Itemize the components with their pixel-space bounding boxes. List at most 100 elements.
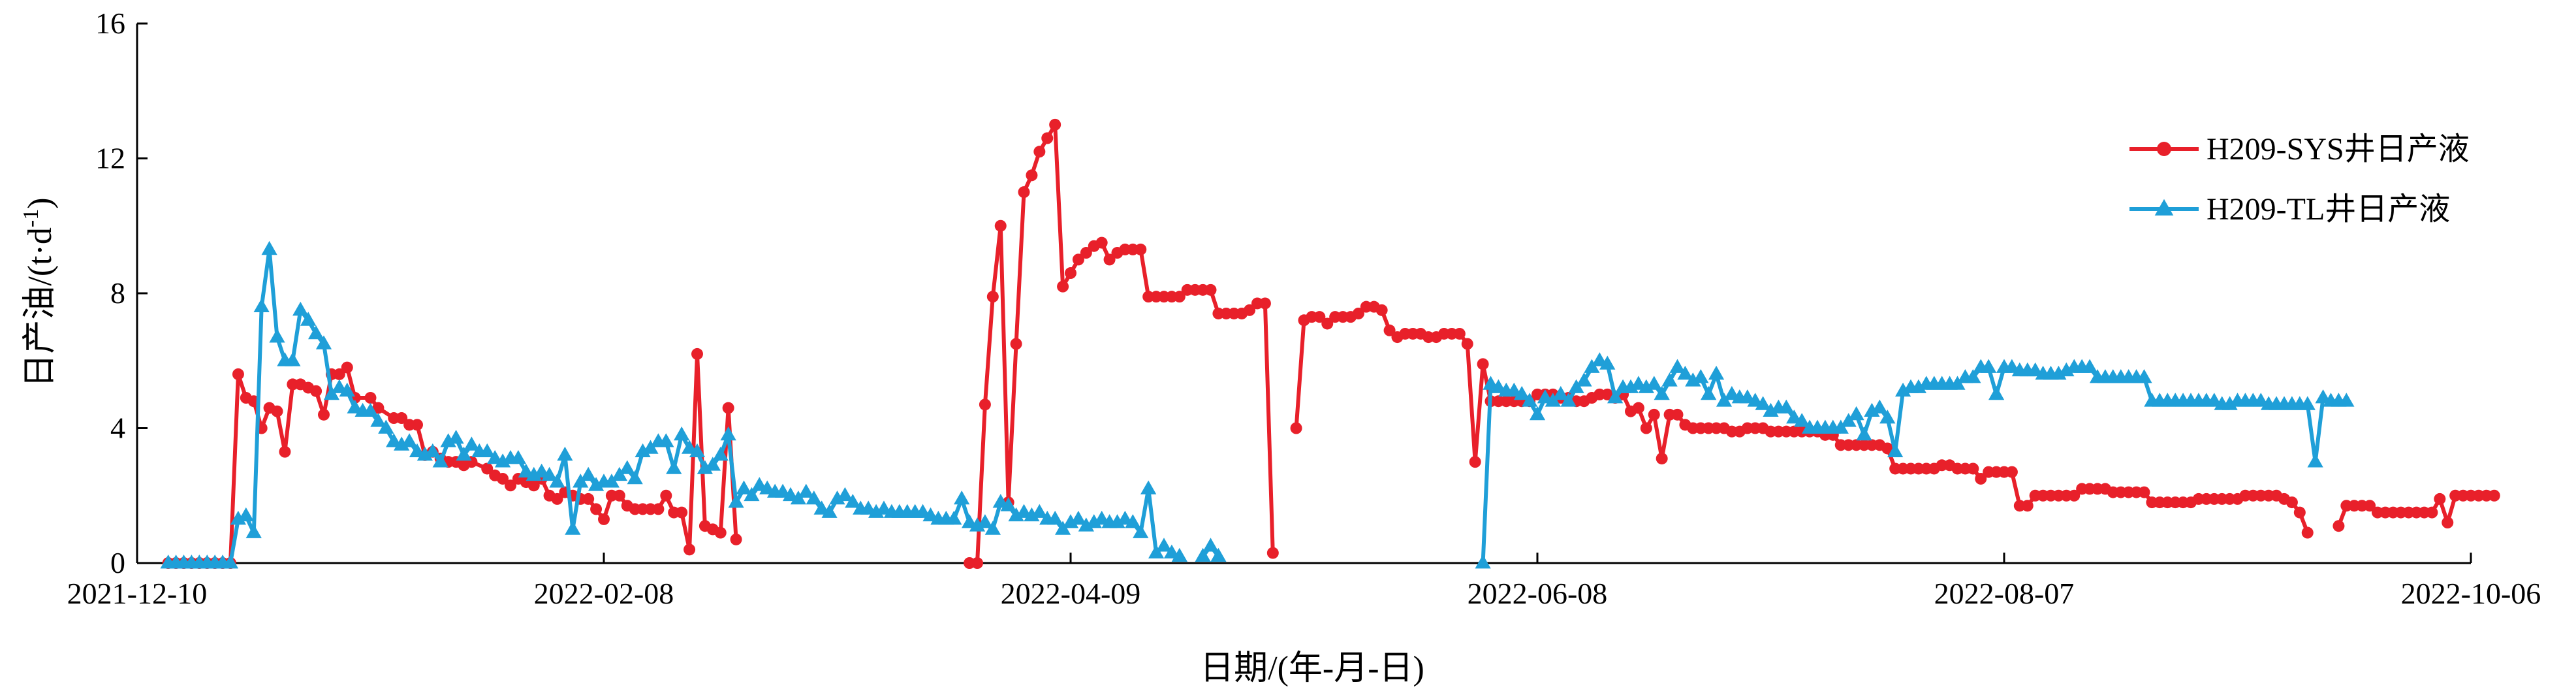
data-point	[364, 392, 377, 404]
x-axis-title: 日期/(年-月-日)	[1200, 650, 1424, 687]
data-point	[736, 480, 752, 494]
data-point	[1202, 538, 1219, 552]
data-point	[1669, 359, 1686, 373]
data-point	[1701, 385, 1717, 400]
data-point	[1173, 291, 1186, 303]
series-sys	[162, 118, 2500, 569]
data-point	[683, 543, 696, 556]
data-point	[1171, 547, 1187, 562]
data-point	[2285, 496, 2298, 509]
data-point	[1103, 253, 1116, 266]
data-point	[1057, 280, 1069, 293]
data-point	[401, 433, 418, 447]
data-point	[1065, 267, 1076, 280]
data-point	[714, 526, 727, 539]
data-point	[479, 443, 495, 457]
data-point	[1383, 324, 1396, 336]
data-point	[222, 555, 239, 569]
data-point	[722, 402, 734, 414]
data-point	[1469, 456, 1481, 468]
data-point	[1755, 396, 1771, 410]
data-point	[1031, 504, 1048, 518]
data-point	[1552, 385, 1569, 400]
data-point	[1033, 146, 1046, 158]
x-tick-label: 2022-04-09	[1001, 577, 1141, 610]
data-point	[1646, 376, 1662, 390]
data-point	[1514, 385, 1530, 400]
data-point	[1632, 402, 1644, 414]
data-point	[1266, 547, 1279, 559]
data-point	[580, 466, 597, 481]
data-point	[372, 402, 385, 414]
data-point	[2136, 369, 2152, 383]
data-point	[1879, 410, 1896, 424]
data-point	[1049, 118, 1061, 131]
data-point	[1070, 510, 1086, 525]
data-point	[285, 352, 301, 366]
data-point	[1461, 338, 1473, 350]
legend-item: H209-TL井日产液	[2129, 192, 2450, 227]
data-point	[2299, 396, 2316, 410]
data-point	[1352, 307, 1364, 319]
data-point	[232, 368, 244, 380]
data-point	[2005, 466, 2018, 478]
data-point	[1671, 408, 1684, 421]
data-point	[971, 557, 983, 569]
data-point	[310, 385, 322, 397]
series-tl	[160, 240, 2355, 569]
data-point	[1000, 497, 1016, 511]
x-tick-label: 2022-10-06	[2401, 577, 2541, 610]
data-point	[245, 524, 262, 538]
data-point	[333, 368, 345, 380]
data-point	[1095, 236, 1108, 249]
data-point	[565, 521, 581, 535]
data-point	[730, 533, 742, 545]
data-point	[821, 504, 838, 518]
y-tick-label: 4	[110, 412, 125, 445]
data-point	[279, 445, 291, 458]
data-point	[954, 491, 970, 505]
data-point	[1661, 372, 1678, 387]
data-point	[1881, 442, 1894, 455]
y-axis-title-superscript: -1	[19, 209, 43, 227]
data-point	[1560, 393, 1577, 407]
data-point	[2082, 359, 2098, 373]
data-point	[318, 408, 330, 421]
data-point	[362, 402, 379, 417]
data-point	[551, 493, 563, 505]
data-point	[1375, 304, 1388, 316]
data-point	[2333, 520, 2345, 532]
data-point	[1041, 132, 1054, 144]
data-point	[271, 405, 283, 417]
data-point	[598, 513, 610, 525]
data-point	[1155, 538, 1172, 552]
data-point	[510, 450, 526, 464]
data-point	[2293, 506, 2306, 519]
data-point	[370, 413, 386, 427]
data-point	[2434, 493, 2446, 505]
data-point	[253, 298, 270, 312]
data-point	[728, 494, 744, 508]
data-point	[1321, 317, 1334, 330]
data-point	[497, 472, 509, 485]
data-point	[378, 419, 394, 434]
data-point	[1080, 247, 1092, 259]
y-axis-title: 日产油/(t·d-1)	[19, 197, 59, 387]
data-point	[658, 433, 674, 447]
data-point	[1475, 555, 1491, 569]
x-tick-label: 2021-12-10	[67, 577, 208, 610]
data-point	[1210, 547, 1227, 562]
data-point	[590, 503, 603, 515]
y-tick-label: 16	[95, 7, 125, 40]
data-point	[2068, 489, 2081, 502]
x-tick-label: 2022-06-08	[1468, 577, 1608, 610]
data-point	[660, 489, 672, 502]
data-point	[432, 453, 448, 468]
data-point	[1607, 389, 1624, 404]
data-point	[582, 493, 595, 505]
data-point	[676, 506, 688, 519]
data-point	[837, 487, 853, 502]
data-point	[2301, 526, 2314, 539]
data-point	[1794, 413, 1810, 427]
legend-item: H209-SYS井日产液	[2129, 132, 2470, 167]
